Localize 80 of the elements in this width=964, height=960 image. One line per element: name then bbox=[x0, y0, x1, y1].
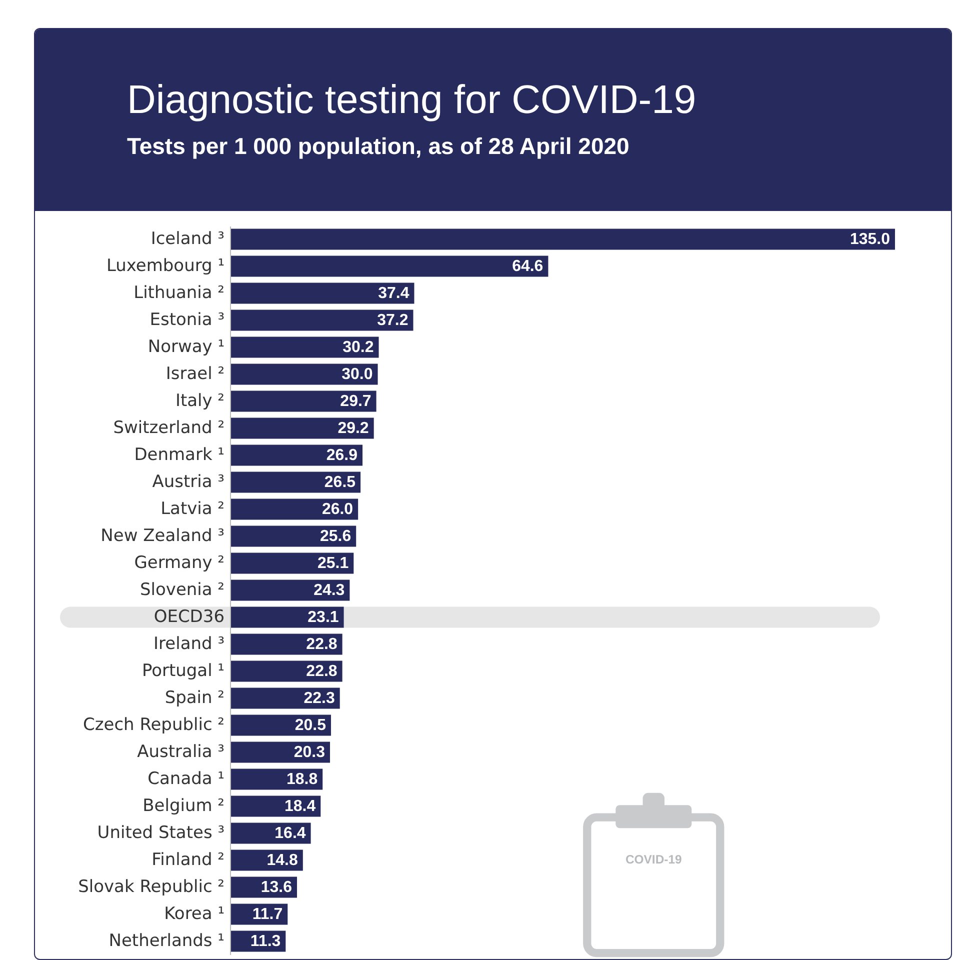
bar bbox=[230, 256, 548, 277]
data-label: 22.8 bbox=[306, 663, 338, 680]
data-label: 16.4 bbox=[274, 825, 306, 842]
y-tick-label: Israel ² bbox=[166, 364, 224, 384]
y-tick-label: Luxembourg ¹ bbox=[106, 256, 224, 276]
data-label: 22.8 bbox=[306, 636, 338, 654]
data-label: 20.5 bbox=[294, 717, 326, 734]
y-tick-label: Belgium ² bbox=[142, 796, 224, 816]
data-label: 23.1 bbox=[308, 609, 339, 626]
bar bbox=[230, 660, 342, 682]
bar bbox=[230, 228, 895, 250]
bar bbox=[230, 580, 350, 601]
data-label: 29.7 bbox=[340, 393, 372, 410]
bar bbox=[230, 634, 342, 655]
bar bbox=[230, 390, 376, 412]
data-label: 135.0 bbox=[850, 231, 890, 248]
bar bbox=[230, 796, 321, 817]
y-tick-label: Australia ³ bbox=[137, 742, 224, 762]
y-tick-label: Ireland ³ bbox=[154, 634, 224, 654]
bar bbox=[230, 472, 361, 493]
data-label: 14.8 bbox=[266, 852, 298, 870]
y-tick-label: Spain ² bbox=[164, 688, 224, 708]
y-tick-label: Denmark ¹ bbox=[134, 445, 224, 466]
y-tick-label: Estonia ³ bbox=[150, 310, 224, 330]
bar bbox=[230, 310, 414, 331]
chart-subtitle: Tests per 1 000 population, as of 28 April 2020 bbox=[127, 133, 630, 160]
bar bbox=[230, 444, 363, 466]
bar bbox=[230, 714, 331, 736]
y-tick-label: New Zealand ³ bbox=[100, 526, 224, 546]
y-tick-label: Italy ² bbox=[175, 391, 224, 412]
data-label: 37.2 bbox=[377, 312, 408, 330]
data-label: 11.7 bbox=[252, 906, 283, 924]
bar bbox=[230, 768, 323, 790]
bar bbox=[230, 822, 311, 844]
data-label: 26.0 bbox=[322, 501, 354, 518]
y-tick-label: Czech Republic ² bbox=[82, 715, 224, 736]
bar bbox=[230, 282, 414, 304]
bar bbox=[230, 336, 379, 358]
data-label: 30.2 bbox=[342, 339, 374, 356]
data-label: 29.2 bbox=[338, 420, 369, 438]
bar bbox=[230, 364, 378, 385]
bar bbox=[230, 418, 374, 439]
y-tick-label: OECD36 bbox=[154, 607, 224, 628]
y-tick-label: Austria ³ bbox=[152, 472, 224, 492]
y-tick-label: Netherlands ¹ bbox=[108, 931, 224, 952]
data-label: 25.6 bbox=[320, 528, 352, 546]
bar bbox=[230, 606, 344, 628]
bar bbox=[230, 498, 358, 520]
data-label: 37.4 bbox=[378, 285, 410, 302]
y-tick-label: Iceland ³ bbox=[150, 229, 224, 250]
y-tick-label: Korea ¹ bbox=[164, 904, 224, 924]
bar bbox=[230, 742, 330, 763]
data-label: 20.3 bbox=[294, 744, 326, 762]
data-label: 26.9 bbox=[326, 447, 358, 464]
data-label: 13.6 bbox=[260, 879, 292, 896]
data-label: 30.0 bbox=[342, 366, 373, 384]
data-label: 11.3 bbox=[250, 933, 281, 950]
data-label: 18.8 bbox=[286, 771, 318, 788]
y-tick-label: Canada ¹ bbox=[148, 769, 224, 790]
y-tick-label: Latvia ² bbox=[160, 499, 224, 520]
data-label: 64.6 bbox=[512, 258, 544, 276]
annotation: COVID-19 bbox=[625, 852, 682, 866]
y-tick-label: United States ³ bbox=[97, 823, 224, 844]
y-tick-label: Switzerland ² bbox=[113, 418, 224, 438]
y-tick-label: Finland ² bbox=[152, 850, 224, 870]
y-tick-label: Slovenia ² bbox=[140, 580, 224, 600]
chart-title: Diagnostic testing for COVID-19 bbox=[127, 77, 698, 123]
y-tick-label: Norway ¹ bbox=[148, 337, 224, 358]
data-label: 24.3 bbox=[314, 582, 345, 600]
y-tick-label: Slovak Republic ² bbox=[78, 877, 224, 898]
y-tick-label: Portugal ¹ bbox=[142, 661, 224, 682]
data-label: 25.1 bbox=[318, 555, 349, 572]
data-label: 26.5 bbox=[324, 474, 356, 492]
y-tick-label: Lithuania ² bbox=[134, 283, 224, 304]
y-tick-label: Germany ² bbox=[134, 553, 224, 574]
bar bbox=[230, 526, 356, 547]
bar bbox=[230, 688, 340, 709]
data-label: 18.4 bbox=[284, 798, 316, 816]
bar bbox=[230, 552, 354, 574]
data-label: 22.3 bbox=[304, 690, 335, 708]
